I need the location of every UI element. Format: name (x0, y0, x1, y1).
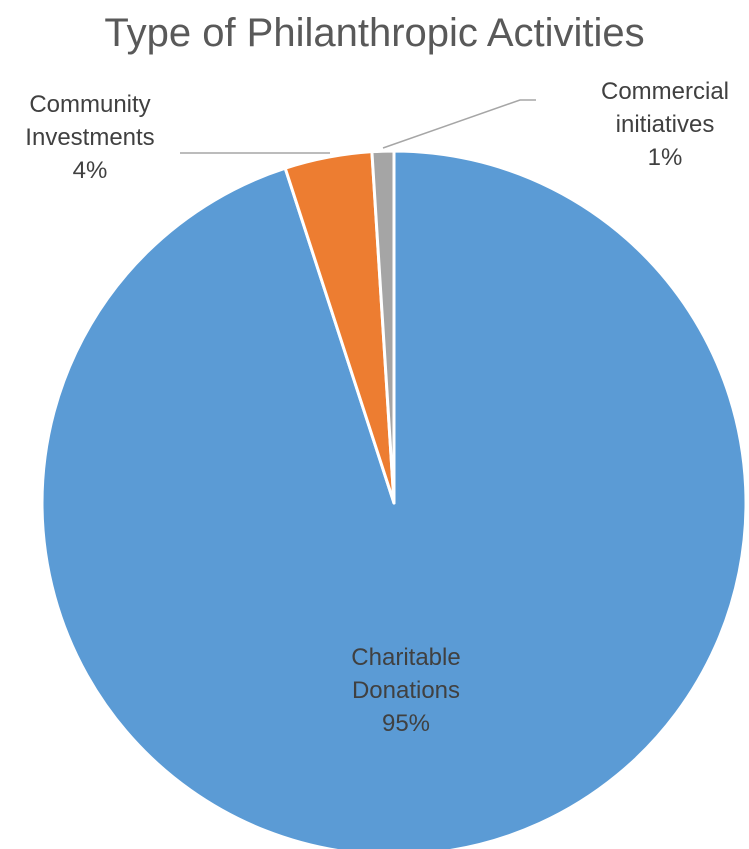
slice-value-label: 4% (73, 157, 108, 184)
slice-name-line: Investments (25, 124, 154, 151)
leader-lines (180, 99, 536, 154)
slice-value-label: 95% (382, 710, 430, 737)
slice-name-line: Charitable (351, 644, 460, 671)
slice-name-line: Commercial (601, 78, 729, 105)
slice-name-line: Community (29, 91, 150, 118)
slice-labels: Charitable Donations 95% Community Investmen… (25, 78, 729, 737)
slice-name-line: Donations (352, 677, 460, 704)
slice-value-label: 1% (648, 144, 683, 171)
pie-slice-commercial-initiatives (370, 149, 396, 505)
slice-name-line: initiatives (616, 111, 715, 138)
chart-title: Type of Philanthropic Activities (104, 11, 644, 55)
pie-slices (40, 149, 748, 849)
slice-label-charitable-donations: Charitable Donations 95% (351, 644, 460, 737)
leader-line-commercial-initiatives (382, 99, 536, 149)
slice-label-community-investments: Community Investments 4% (25, 91, 154, 184)
slice-label-commercial-initiatives: Commercial initiatives 1% (601, 78, 729, 171)
